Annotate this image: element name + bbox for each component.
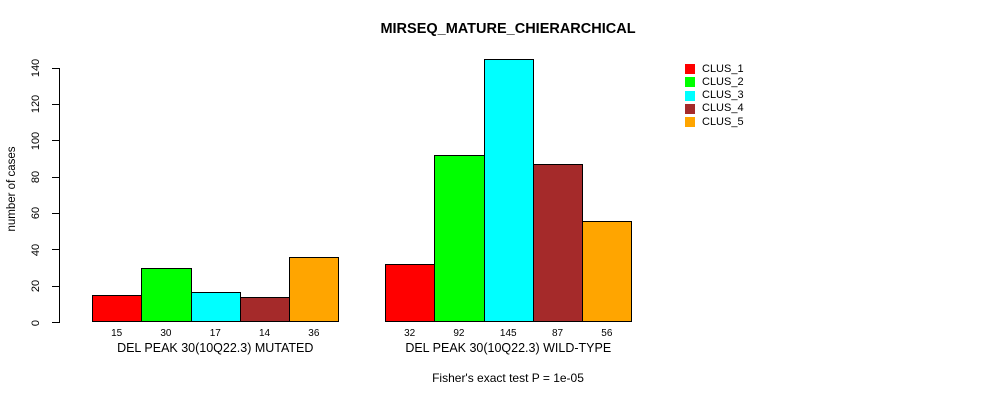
y-tick-label: 100 bbox=[30, 131, 42, 150]
chart-title: MIRSEQ_MATURE_CHIERARCHICAL bbox=[380, 21, 636, 37]
legend-swatch-clus_4 bbox=[685, 103, 695, 114]
legend-label-clus_4: CLUS_4 bbox=[702, 102, 744, 115]
legend-label-clus_5: CLUS_5 bbox=[702, 115, 744, 128]
bar-value-label: 92 bbox=[453, 328, 465, 339]
bar-value-label: 15 bbox=[111, 328, 123, 339]
bar-clus_5-group1 bbox=[289, 257, 340, 323]
bar-clus_1-group1 bbox=[92, 295, 143, 323]
y-tick-label: 80 bbox=[30, 170, 42, 184]
bar-value-label: 17 bbox=[209, 328, 221, 339]
y-tick-mark bbox=[52, 322, 59, 323]
bar-clus_2-group1 bbox=[141, 267, 192, 323]
bar-clus_3-group2 bbox=[483, 58, 534, 323]
y-tick-label: 120 bbox=[30, 95, 42, 114]
group-label-1: DEL PEAK 30(10Q22.3) MUTATED bbox=[117, 341, 314, 355]
y-tick-mark bbox=[52, 67, 59, 69]
legend-swatch-clus_1 bbox=[685, 64, 695, 74]
bar-clus_5-group2 bbox=[582, 220, 633, 323]
bar-value-label: 36 bbox=[308, 328, 320, 339]
legend-swatch-clus_2 bbox=[685, 77, 695, 88]
bar-value-label: 87 bbox=[551, 328, 564, 339]
bar-value-label: 32 bbox=[404, 328, 416, 339]
bar-value-label: 30 bbox=[160, 328, 172, 339]
y-tick-label: 40 bbox=[30, 243, 42, 256]
y-tick-mark bbox=[52, 103, 59, 105]
y-tick-label: 60 bbox=[30, 207, 42, 220]
legend-label-clus_2: CLUS_2 bbox=[702, 75, 744, 88]
y-axis-label: number of cases bbox=[6, 146, 18, 232]
y-tick-mark bbox=[52, 285, 59, 287]
y-tick-mark bbox=[52, 212, 59, 214]
legend-swatch-clus_3 bbox=[685, 90, 695, 101]
bar-clus_4-group2 bbox=[532, 164, 584, 323]
bar-value-label: 14 bbox=[258, 328, 271, 339]
legend-label-clus_1: CLUS_1 bbox=[702, 62, 744, 75]
bar-clus_2-group2 bbox=[434, 155, 485, 323]
legend-swatch-clus_5 bbox=[685, 117, 695, 128]
y-tick-label: 20 bbox=[30, 280, 42, 293]
bar-value-label: 145 bbox=[499, 328, 517, 339]
y-tick-mark bbox=[52, 249, 59, 251]
y-tick-label: 140 bbox=[30, 58, 42, 78]
bar-clus_3-group1 bbox=[190, 291, 241, 323]
bar-clus_1-group2 bbox=[385, 264, 436, 323]
bar-value-label: 56 bbox=[601, 328, 613, 339]
annotation-fishers-test: Fisher's exact test P = 1e-05 bbox=[432, 371, 584, 385]
y-axis-line bbox=[59, 68, 60, 323]
y-tick-label: 0 bbox=[30, 319, 42, 326]
y-tick-mark bbox=[52, 176, 59, 178]
legend-label-clus_3: CLUS_3 bbox=[702, 89, 744, 102]
group-label-2: DEL PEAK 30(10Q22.3) WILD-TYPE bbox=[405, 341, 612, 355]
bar-clus_4-group1 bbox=[239, 297, 291, 323]
y-tick-mark bbox=[52, 140, 59, 142]
